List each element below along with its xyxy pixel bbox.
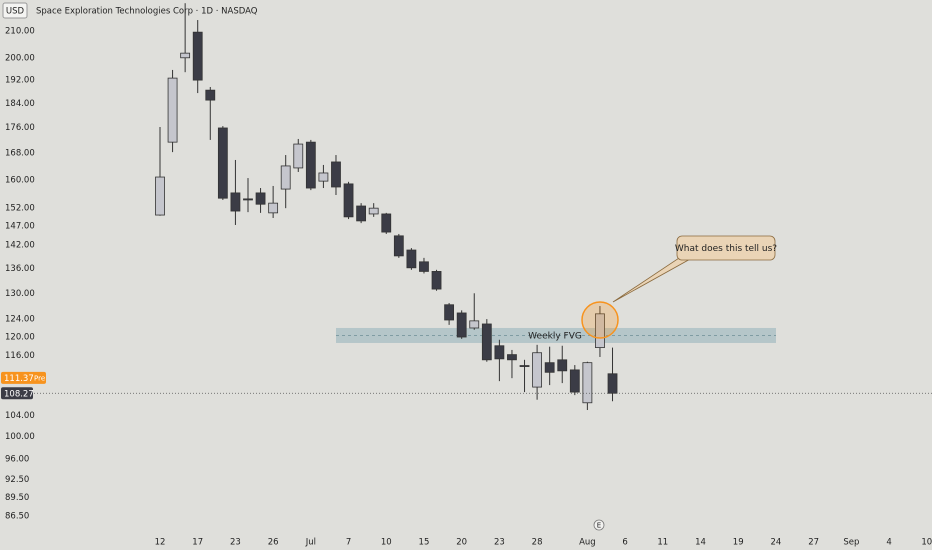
candle-body [167, 77, 178, 143]
candle-body [180, 52, 191, 59]
y-tick-label: 210.00 [5, 27, 35, 37]
y-tick-label: 136.00 [5, 264, 35, 274]
y-tick-label: 152.00 [5, 203, 35, 213]
candle-body [469, 320, 480, 329]
x-tick-label: 23 [494, 538, 505, 548]
x-tick-label: 15 [419, 538, 430, 548]
candle-body [494, 345, 505, 360]
y-tick-label: 192.00 [5, 76, 35, 86]
x-tick-label: 14 [695, 538, 706, 548]
premarket-price: 111.37 [4, 374, 34, 384]
y-tick-label: 116.00 [5, 351, 35, 361]
candle-body [205, 89, 216, 101]
y-tick-label: 120.00 [5, 333, 35, 343]
candle-body [255, 192, 266, 205]
candle-body [368, 207, 379, 215]
y-tick-label: 86.50 [5, 511, 29, 521]
candle-body [381, 213, 392, 233]
callout-box [676, 235, 776, 261]
x-tick-label: 19 [733, 538, 744, 548]
candle-body [557, 359, 568, 372]
candle-body [431, 271, 442, 290]
x-tick-label: 28 [532, 538, 543, 548]
x-tick-label: 6 [622, 538, 627, 548]
x-tick-label: 7 [346, 538, 351, 548]
candle-body [406, 249, 417, 269]
candle-body [507, 354, 517, 361]
y-tick-label: 176.00 [5, 123, 35, 133]
x-tick-label: 10 [381, 538, 392, 548]
last-price-label: 108.27 [4, 389, 34, 399]
candle-body [532, 352, 542, 388]
x-tick-label: 24 [771, 538, 782, 548]
candle-body [318, 172, 329, 182]
candle-body [280, 165, 291, 190]
x-tick-label: 12 [155, 538, 166, 548]
x-tick-label: Jul [305, 538, 316, 548]
last-price-tag [1, 387, 33, 400]
x-tick-label: 27 [808, 538, 819, 548]
candle-body [293, 143, 304, 169]
candle-body [419, 261, 429, 272]
y-tick-label: 92.50 [5, 475, 29, 485]
currency: USD [6, 7, 25, 17]
x-tick-label: 20 [456, 538, 467, 548]
y-tick-label: 147.00 [5, 222, 35, 232]
y-tick-label: 184.00 [5, 99, 35, 109]
currency-box [2, 2, 28, 19]
x-tick-label: 23 [230, 538, 241, 548]
candle-body [343, 183, 354, 218]
y-tick-label: 160.00 [5, 175, 35, 185]
candle-body [393, 235, 404, 257]
x-tick-label: 11 [657, 538, 668, 548]
candle-body [607, 373, 618, 394]
x-tick-label: 17 [192, 538, 203, 548]
earnings-icon [593, 519, 605, 531]
candle-body [519, 365, 530, 367]
fvg-zone [336, 327, 776, 343]
callout-text: What does this tell us? [675, 244, 777, 254]
candle-body [305, 141, 316, 189]
y-tick-label: 130.00 [5, 289, 35, 299]
y-tick-label: 200.00 [5, 53, 35, 63]
candle-body [456, 312, 467, 338]
premarket-tag [1, 371, 46, 384]
chart-title: Space Exploration Technologies Corp · 1D… [36, 7, 258, 17]
candle-body [595, 313, 605, 349]
y-tick-label: 168.00 [5, 149, 35, 159]
highlight-circle [581, 301, 619, 339]
y-tick-label: 124.00 [5, 315, 35, 325]
candle-body [544, 362, 555, 373]
candle-body [481, 323, 492, 361]
candle-body [243, 198, 253, 201]
candle-body [356, 205, 367, 222]
candle-body [192, 31, 203, 81]
y-tick-label: 89.50 [5, 493, 29, 503]
premarket-label: Pre [34, 374, 45, 382]
fvg-label: Weekly FVG [528, 331, 582, 341]
candle-body [331, 161, 341, 188]
earnings-label: E [597, 522, 601, 530]
x-tick-label: 4 [886, 538, 891, 548]
y-tick-label: 142.00 [5, 241, 35, 251]
x-tick-label: 26 [268, 538, 279, 548]
candle-body [217, 127, 228, 199]
x-tick-label: Aug [579, 538, 596, 548]
x-tick-label: Sep [843, 538, 859, 548]
y-tick-label: 104.00 [5, 411, 35, 421]
y-tick-label: 96.00 [5, 455, 29, 465]
x-tick-label: 10 [921, 538, 932, 548]
candle-body [444, 304, 455, 321]
candle-body [268, 202, 279, 214]
y-tick-label: 100.00 [5, 432, 35, 442]
candle-body [230, 192, 241, 212]
candle-body [155, 176, 165, 216]
candle-body [569, 369, 580, 393]
candle-body [582, 362, 593, 404]
